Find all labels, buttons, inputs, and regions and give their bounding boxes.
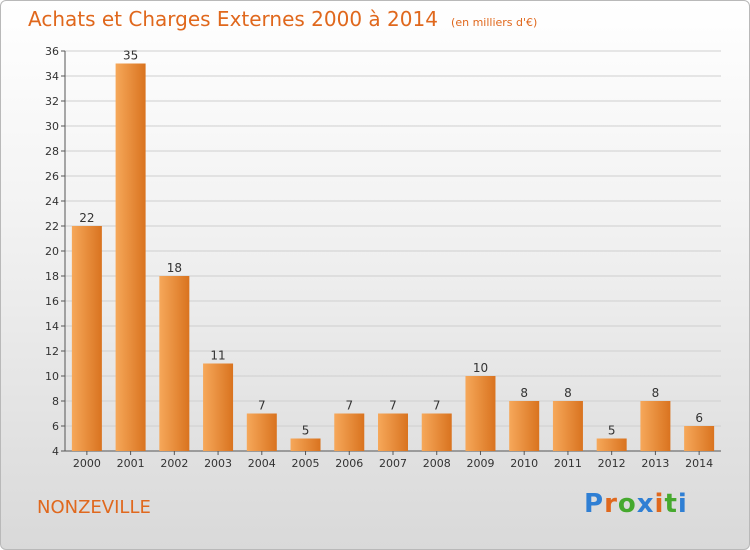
x-tick-label: 2007 bbox=[379, 457, 407, 470]
y-tick-label: 8 bbox=[52, 395, 59, 408]
y-tick-label: 22 bbox=[45, 220, 59, 233]
commune-name: NONZEVILLE bbox=[37, 497, 151, 518]
y-tick-label: 34 bbox=[45, 70, 59, 83]
x-tick-label: 2012 bbox=[598, 457, 626, 470]
y-tick-label: 20 bbox=[45, 245, 59, 258]
bar-2004 bbox=[246, 413, 277, 451]
x-tick-label: 2003 bbox=[204, 457, 232, 470]
x-tick-label: 2002 bbox=[160, 457, 188, 470]
bar-2012 bbox=[596, 438, 627, 451]
x-tick-label: 2013 bbox=[641, 457, 669, 470]
bar-2000 bbox=[71, 226, 102, 451]
chart-title-main: Achats et Charges Externes 2000 à 2014 bbox=[28, 7, 438, 31]
bar-value-label: 8 bbox=[520, 386, 528, 400]
y-tick-label: 14 bbox=[45, 320, 59, 333]
x-tick-label: 2011 bbox=[554, 457, 582, 470]
y-tick-label: 26 bbox=[45, 170, 59, 183]
bar-value-label: 8 bbox=[564, 386, 572, 400]
y-tick-label: 30 bbox=[45, 120, 59, 133]
bar-2010 bbox=[509, 401, 540, 451]
bar-value-label: 5 bbox=[608, 424, 616, 438]
bar-2008 bbox=[421, 413, 452, 451]
axis-layer: 4 6 8 10 12 14 16 18 20 22 24 26 28 30 32 34 36 2000 2001 2… bbox=[45, 45, 721, 470]
proxiti-logo: Proxiti bbox=[584, 489, 688, 519]
bar-value-label: 11 bbox=[210, 349, 225, 363]
bar-value-label: 8 bbox=[652, 386, 660, 400]
bar-2002 bbox=[159, 276, 190, 451]
y-tick-label: 36 bbox=[45, 45, 59, 58]
bar-2005 bbox=[290, 438, 321, 451]
bar-2011 bbox=[552, 401, 583, 451]
x-tick-label: 2001 bbox=[117, 457, 145, 470]
x-tick-label: 2006 bbox=[335, 457, 363, 470]
bar-2001 bbox=[115, 63, 146, 451]
chart-title-unit: (en milliers d'€) bbox=[451, 16, 538, 29]
bar-value-label: 7 bbox=[258, 399, 266, 413]
x-tick-label: 2005 bbox=[292, 457, 320, 470]
bar-value-label: 7 bbox=[433, 399, 441, 413]
x-tick-label: 2010 bbox=[510, 457, 538, 470]
bar-value-label: 5 bbox=[302, 424, 310, 438]
bar-layer bbox=[71, 63, 715, 451]
y-tick-label: 12 bbox=[45, 345, 59, 358]
bar-2014 bbox=[684, 426, 715, 451]
bar-2006 bbox=[334, 413, 365, 451]
y-tick-label: 16 bbox=[45, 295, 59, 308]
label-layer: 22 35 18 11 7 5 7 7 7 10 8 8 5 8 6 bbox=[79, 49, 703, 438]
x-tick-label: 2008 bbox=[423, 457, 451, 470]
bar-value-label: 35 bbox=[123, 49, 138, 63]
bar-2003 bbox=[203, 363, 234, 451]
y-tick-label: 28 bbox=[45, 145, 59, 158]
x-tick-label: 2004 bbox=[248, 457, 276, 470]
bar-value-label: 6 bbox=[695, 411, 703, 425]
bar-2013 bbox=[640, 401, 671, 451]
bar-value-label: 7 bbox=[389, 399, 397, 413]
bar-value-label: 10 bbox=[473, 361, 488, 375]
bar-value-label: 7 bbox=[345, 399, 353, 413]
chart-title: Achats et Charges Externes 2000 à 2014 (… bbox=[28, 7, 537, 31]
y-tick-label: 10 bbox=[45, 370, 59, 383]
x-tick-label: 2000 bbox=[73, 457, 101, 470]
bar-2009 bbox=[465, 376, 496, 451]
y-tick-label: 4 bbox=[52, 445, 59, 458]
y-tick-label: 24 bbox=[45, 195, 59, 208]
bar-value-label: 18 bbox=[167, 261, 182, 275]
bar-value-label: 22 bbox=[79, 211, 94, 225]
y-tick-label: 6 bbox=[52, 420, 59, 433]
bar-2007 bbox=[378, 413, 408, 451]
y-tick-label: 32 bbox=[45, 95, 59, 108]
y-tick-label: 18 bbox=[45, 270, 59, 283]
x-tick-label: 2014 bbox=[685, 457, 713, 470]
x-tick-label: 2009 bbox=[466, 457, 494, 470]
